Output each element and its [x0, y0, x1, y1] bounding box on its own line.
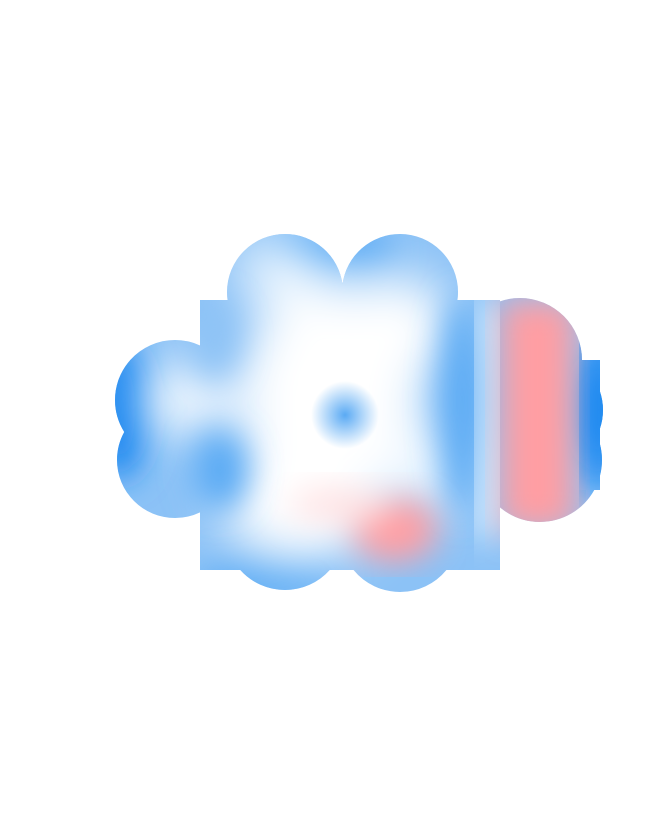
surface-body [115, 234, 603, 592]
